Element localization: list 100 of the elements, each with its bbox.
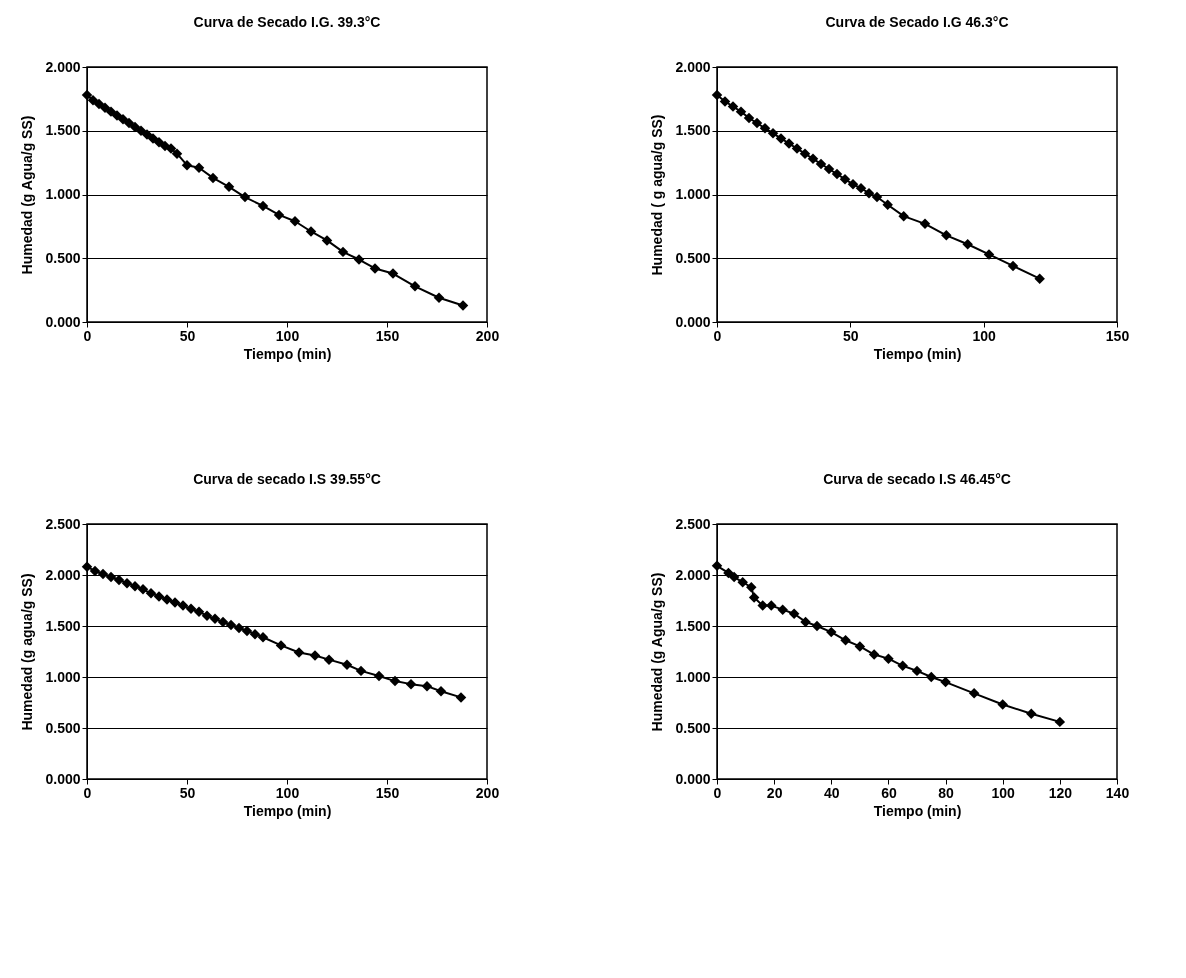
x-tick-label: 150 — [375, 784, 400, 801]
point — [193, 606, 205, 617]
chart-title: Curva de Secado I.G. 39.3°C — [193, 14, 381, 30]
y-tick-label: 0.500 — [45, 719, 81, 736]
point — [919, 218, 931, 230]
y-tick-label: 0.500 — [675, 719, 711, 736]
point — [305, 226, 317, 237]
point — [737, 576, 748, 588]
point — [239, 191, 251, 203]
point — [337, 246, 349, 258]
point — [897, 660, 908, 672]
point — [940, 676, 951, 688]
point — [105, 106, 117, 117]
y-axis-title: Humedad (g Agua/g SS) — [649, 572, 666, 732]
y-tick-label: 2.000 — [675, 58, 711, 75]
point — [1054, 716, 1066, 728]
point — [807, 153, 819, 165]
point — [121, 577, 133, 589]
x-tick-label: 50 — [843, 327, 859, 344]
y-tick-label: 2.000 — [45, 58, 81, 75]
point — [165, 143, 177, 154]
point — [863, 187, 875, 199]
point — [882, 199, 893, 210]
point — [309, 650, 321, 661]
point — [767, 128, 779, 139]
x-tick-label: 0 — [713, 327, 722, 344]
point — [153, 136, 165, 148]
point — [911, 665, 923, 677]
point — [137, 584, 149, 595]
y-tick-label: 0.000 — [675, 313, 711, 330]
point — [233, 622, 245, 634]
point — [129, 121, 141, 133]
y-axis-title: Humedad (g Agua/g SS) — [19, 115, 36, 275]
point — [81, 561, 93, 573]
point — [341, 659, 353, 670]
point — [207, 172, 219, 184]
point — [719, 96, 731, 107]
y-tick-label: 2.500 — [675, 515, 711, 532]
point — [759, 122, 771, 134]
point — [369, 263, 381, 274]
point — [854, 641, 866, 652]
y-tick-label: 0.500 — [675, 249, 711, 266]
point — [815, 158, 827, 170]
point — [289, 216, 301, 227]
point — [743, 112, 755, 124]
point — [826, 626, 837, 638]
point — [141, 129, 153, 140]
point — [353, 254, 365, 265]
point — [405, 678, 417, 690]
point — [169, 597, 181, 608]
x-tick-label: 80 — [938, 784, 955, 801]
y-tick-label: 1.500 — [45, 122, 81, 139]
point — [89, 565, 101, 577]
point — [775, 133, 787, 144]
point — [181, 159, 193, 171]
y-tick-label: 0.000 — [675, 770, 711, 787]
x-axis-title: Tiempo (min) — [243, 802, 332, 819]
point — [177, 600, 189, 611]
point — [727, 101, 739, 112]
point — [839, 173, 851, 185]
point — [113, 574, 125, 586]
point — [111, 110, 123, 121]
y-tick-label: 0.500 — [45, 249, 81, 266]
point — [409, 281, 421, 292]
point — [389, 675, 401, 687]
point — [153, 591, 165, 602]
point — [421, 680, 433, 692]
y-tick-label: 2.500 — [45, 515, 81, 532]
point — [435, 686, 447, 697]
x-tick-label: 100 — [275, 784, 300, 801]
point — [757, 600, 768, 611]
y-tick-label: 1.500 — [45, 617, 81, 634]
point — [766, 600, 777, 611]
x-tick-label: 140 — [1105, 784, 1130, 801]
point — [129, 580, 141, 592]
x-tick-label: 150 — [1105, 327, 1130, 344]
point — [777, 604, 788, 615]
point — [728, 571, 740, 583]
point — [257, 200, 269, 212]
point — [868, 649, 880, 660]
point — [161, 594, 173, 605]
point — [968, 688, 980, 699]
x-tick-label: 40 — [824, 784, 840, 801]
y-tick-label: 2.000 — [675, 566, 711, 583]
point — [387, 268, 399, 279]
point — [123, 117, 135, 129]
x-axis-title: Tiempo (min) — [873, 345, 962, 362]
point — [171, 148, 183, 159]
point — [201, 610, 213, 622]
point — [941, 230, 952, 241]
point — [799, 148, 811, 159]
point — [275, 640, 287, 651]
x-tick-label: 0 — [83, 784, 92, 801]
x-axis-title: Tiempo (min) — [243, 345, 332, 362]
point — [99, 102, 111, 114]
point — [823, 163, 835, 175]
point — [455, 692, 467, 703]
point — [783, 138, 795, 149]
point — [323, 654, 335, 665]
point — [433, 292, 445, 304]
